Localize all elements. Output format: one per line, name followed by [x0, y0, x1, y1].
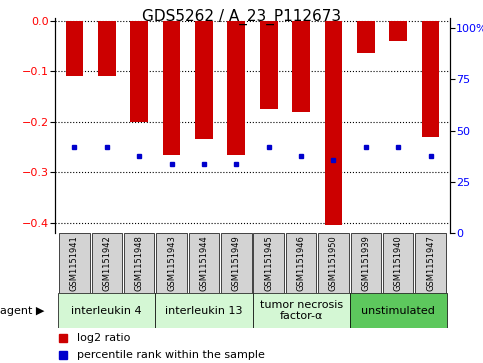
Bar — [130, 21, 148, 122]
Bar — [389, 21, 407, 41]
Bar — [163, 21, 181, 155]
Text: GSM1151939: GSM1151939 — [361, 235, 370, 291]
Text: GSM1151949: GSM1151949 — [232, 235, 241, 291]
Bar — [98, 21, 116, 76]
Text: GDS5262 / A_23_P112673: GDS5262 / A_23_P112673 — [142, 9, 341, 25]
Text: GSM1151943: GSM1151943 — [167, 235, 176, 291]
Text: GSM1151941: GSM1151941 — [70, 235, 79, 291]
Text: agent ▶: agent ▶ — [0, 306, 45, 315]
Bar — [195, 21, 213, 139]
Bar — [253, 293, 350, 328]
Text: tumor necrosis
factor-α: tumor necrosis factor-α — [259, 300, 342, 321]
Bar — [318, 233, 349, 293]
Text: GSM1151947: GSM1151947 — [426, 235, 435, 291]
Bar — [92, 233, 122, 293]
Bar — [357, 21, 375, 53]
Bar — [189, 233, 219, 293]
Bar — [156, 293, 253, 328]
Bar — [260, 21, 278, 109]
Bar — [415, 233, 446, 293]
Text: log2 ratio: log2 ratio — [77, 333, 130, 343]
Bar — [383, 233, 413, 293]
Bar — [292, 21, 310, 111]
Text: GSM1151945: GSM1151945 — [264, 235, 273, 291]
Text: percentile rank within the sample: percentile rank within the sample — [77, 350, 265, 360]
Text: unstimulated: unstimulated — [361, 306, 435, 315]
Bar — [156, 233, 187, 293]
Bar — [422, 21, 440, 137]
Text: GSM1151940: GSM1151940 — [394, 235, 403, 291]
Bar — [227, 21, 245, 155]
Bar — [351, 233, 381, 293]
Bar — [58, 293, 156, 328]
Bar — [66, 21, 84, 76]
Text: GSM1151950: GSM1151950 — [329, 235, 338, 291]
Text: GSM1151942: GSM1151942 — [102, 235, 111, 291]
Bar — [124, 233, 155, 293]
Text: GSM1151944: GSM1151944 — [199, 235, 209, 291]
Bar — [286, 233, 316, 293]
Text: GSM1151948: GSM1151948 — [135, 235, 143, 291]
Bar — [221, 233, 252, 293]
Text: GSM1151946: GSM1151946 — [297, 235, 306, 291]
Bar — [59, 233, 90, 293]
Bar — [254, 233, 284, 293]
Bar — [350, 293, 447, 328]
Bar — [325, 21, 342, 225]
Text: interleukin 4: interleukin 4 — [71, 306, 142, 315]
Text: interleukin 13: interleukin 13 — [165, 306, 242, 315]
